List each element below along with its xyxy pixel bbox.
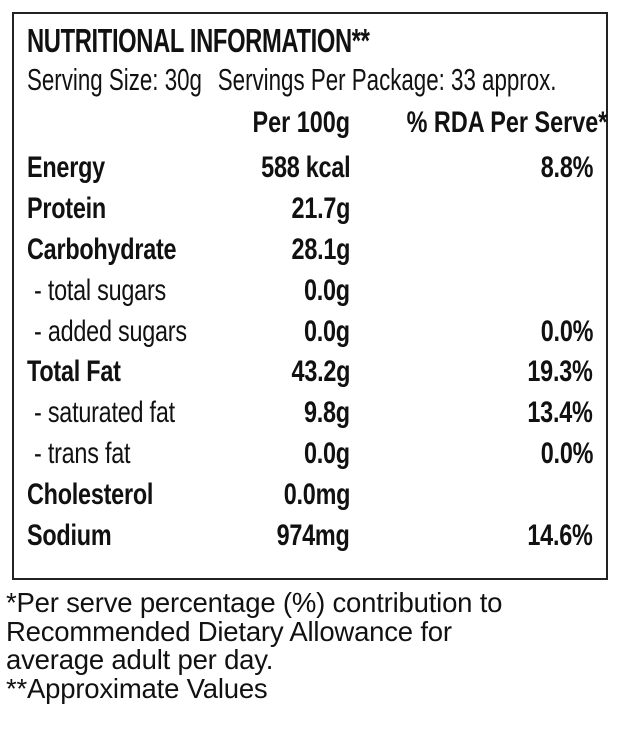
serving-info-row: Serving Size: 30g Servings Per Package: 3… [27, 60, 593, 100]
per-100g-value: 9.8g [304, 396, 350, 430]
rda-value: 0.0% [540, 314, 594, 348]
rda-value: 8.8% [540, 151, 594, 185]
nutrient-name: - added sugars [34, 314, 187, 348]
column-header-rda: % RDA Per Serve* [406, 106, 608, 139]
table-row: Carbohydrate 28.1g [27, 230, 593, 271]
per-100g-value: 0.0g [304, 273, 350, 307]
rda-value: 14.6% [527, 518, 593, 552]
column-header-row: Per 100g % RDA Per Serve* [27, 100, 607, 146]
nutrient-name: - total sugars [34, 273, 166, 307]
table-row: Total Fat 43.2g 19.3% [27, 352, 593, 393]
nutrient-name: Cholesterol [27, 477, 154, 511]
nutrition-rows: Energy 588 kcal 8.8% Protein 21.7g [27, 148, 593, 556]
nutrient-name: - saturated fat [34, 396, 175, 430]
table-row: Cholesterol 0.0mg [27, 474, 593, 515]
per-100g-value: 0.0g [304, 436, 350, 470]
table-row: Sodium 974mg 14.6% [27, 515, 593, 556]
per-100g-value: 28.1g [291, 232, 350, 266]
footnote-line: **Approximate Values [6, 672, 268, 704]
nutrient-name: Sodium [27, 518, 112, 552]
nutrient-name: Carbohydrate [27, 232, 177, 266]
per-100g-value: 0.0mg [283, 477, 351, 511]
serving-size: Serving Size: 30g [27, 62, 202, 97]
footnote-line: Recommended Dietary Allowance for [6, 615, 452, 647]
nutrient-name: - trans fat [34, 436, 131, 470]
table-row: - added sugars 0.0g 0.0% [27, 311, 593, 352]
nutrient-name: Total Fat [27, 355, 121, 389]
label-title: NUTRITIONAL INFORMATION** [27, 22, 370, 59]
column-header-per-100g: Per 100g [252, 106, 350, 139]
label-title-row: NUTRITIONAL INFORMATION** [27, 22, 593, 60]
rda-value: 0.0% [540, 436, 594, 470]
rda-value: 13.4% [527, 396, 593, 430]
table-row: - total sugars 0.0g [27, 270, 593, 311]
nutrition-label-box: NUTRITIONAL INFORMATION** Serving Size: … [12, 12, 608, 580]
table-row: - trans fat 0.0g 0.0% [27, 434, 593, 475]
per-100g-value: 588 kcal [260, 151, 350, 185]
per-100g-value: 0.0g [304, 314, 350, 348]
per-100g-value: 43.2g [291, 355, 350, 389]
servings-per-package: Servings Per Package: 33 approx. [217, 62, 557, 97]
per-100g-value: 974mg [277, 518, 350, 552]
nutrient-name: Energy [27, 151, 105, 185]
nutrient-name: Protein [27, 192, 106, 226]
table-row: Protein 21.7g [27, 189, 593, 230]
table-row: Energy 588 kcal 8.8% [27, 148, 593, 189]
footnote-line: *Per serve percentage (%) contribution t… [6, 587, 503, 618]
footnotes: *Per serve percentage (%) contribution t… [6, 587, 618, 704]
table-row: - saturated fat 9.8g 13.4% [27, 393, 593, 434]
footnote-line: average adult per day. [6, 644, 274, 675]
per-100g-value: 21.7g [291, 192, 350, 226]
rda-value: 19.3% [527, 355, 593, 389]
